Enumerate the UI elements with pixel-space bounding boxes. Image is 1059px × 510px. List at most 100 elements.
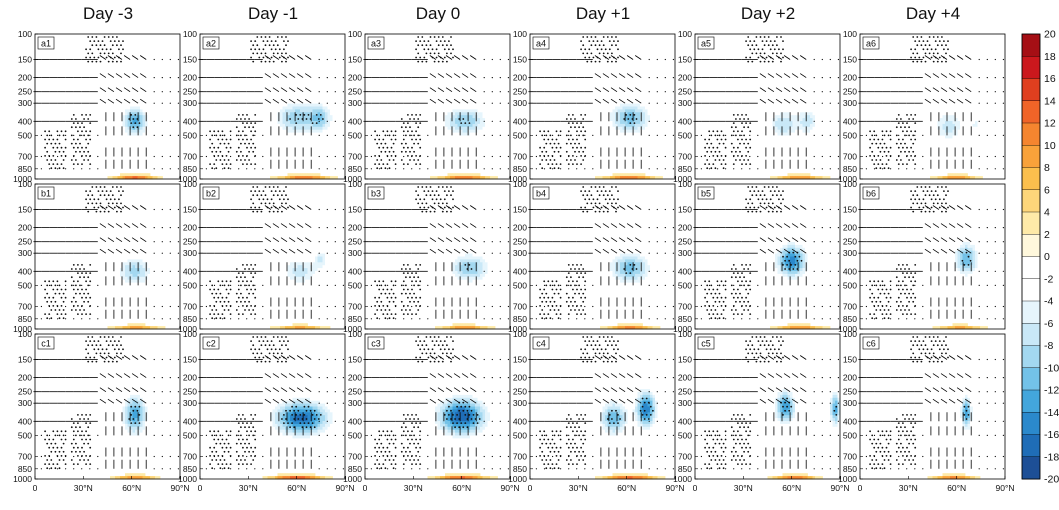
wind-dot bbox=[370, 305, 372, 308]
stipple-dot bbox=[374, 138, 376, 141]
stipple-dot bbox=[906, 146, 908, 149]
wind-arrow bbox=[453, 237, 461, 243]
field-cell bbox=[785, 109, 788, 113]
field-cell bbox=[780, 176, 783, 180]
field-cell bbox=[445, 115, 448, 119]
wind-dot bbox=[757, 134, 759, 136]
field-cell bbox=[327, 118, 331, 122]
stipple-dot bbox=[869, 146, 871, 149]
field-cell bbox=[130, 103, 133, 107]
wind-arrow bbox=[964, 98, 972, 104]
stipple-dot bbox=[572, 138, 574, 141]
field-cell bbox=[315, 173, 318, 177]
field-cell bbox=[945, 123, 948, 128]
field-cell bbox=[285, 106, 288, 110]
field-cell bbox=[130, 259, 133, 263]
stipple-dot bbox=[235, 126, 238, 129]
stipple-dot bbox=[615, 60, 617, 63]
stipple-dot bbox=[718, 159, 721, 161]
stipple-dot bbox=[574, 159, 576, 161]
stipple-dot bbox=[242, 296, 244, 299]
y-tick-label: 1000 bbox=[673, 174, 692, 184]
field-cell bbox=[782, 112, 786, 116]
field-cell bbox=[440, 126, 443, 131]
field-cell bbox=[780, 132, 783, 136]
stipple-dot bbox=[81, 130, 83, 133]
stipple-dot bbox=[413, 284, 415, 287]
field-cell bbox=[815, 121, 818, 125]
wind-dot bbox=[230, 305, 232, 308]
field-cell bbox=[630, 106, 633, 110]
stipple-dot bbox=[378, 280, 381, 283]
wind-dot bbox=[914, 134, 916, 136]
field-cell bbox=[300, 276, 303, 281]
stipple-dot bbox=[83, 159, 85, 161]
field-cell bbox=[462, 129, 466, 133]
field-cell bbox=[802, 126, 806, 131]
wind-dot bbox=[552, 168, 554, 170]
field-cell bbox=[315, 129, 318, 133]
field-cell bbox=[285, 100, 288, 104]
field-cell bbox=[465, 106, 468, 110]
stipple-dot bbox=[450, 186, 452, 188]
field-cell bbox=[485, 176, 488, 180]
stipple-dot bbox=[64, 288, 67, 291]
wind-dot bbox=[483, 270, 485, 272]
stipple-dot bbox=[248, 300, 250, 303]
field-cell bbox=[627, 256, 631, 260]
y-tick-label: 250 bbox=[348, 237, 362, 247]
wind-arrow bbox=[956, 87, 964, 93]
field-cell bbox=[625, 135, 628, 139]
stipple-dot bbox=[918, 56, 921, 59]
wind-dot bbox=[246, 284, 248, 286]
field-cell bbox=[630, 262, 633, 266]
wind-arrow bbox=[99, 248, 107, 254]
field-cell bbox=[787, 138, 791, 142]
wind-dot bbox=[153, 102, 155, 104]
stipple-dot bbox=[281, 36, 283, 38]
field-cell bbox=[290, 176, 293, 180]
stipple-dot bbox=[433, 52, 436, 55]
wind-dot bbox=[177, 241, 179, 243]
stipple-dot bbox=[58, 134, 61, 137]
field-cell bbox=[630, 126, 633, 131]
field-cell bbox=[130, 115, 133, 119]
field-cell bbox=[487, 112, 491, 116]
field-cell bbox=[940, 118, 943, 122]
stipple-dot bbox=[223, 167, 226, 170]
field-cell bbox=[312, 273, 316, 278]
field-cell bbox=[132, 259, 136, 263]
wind-dot bbox=[986, 77, 988, 79]
field-cell bbox=[297, 265, 301, 269]
stipple-dot bbox=[376, 309, 379, 311]
stipple-dot bbox=[407, 122, 409, 124]
field-cell bbox=[807, 123, 811, 128]
stipple-dot bbox=[380, 292, 383, 295]
field-cell bbox=[450, 262, 453, 266]
field-cell bbox=[120, 176, 123, 180]
wind-dot bbox=[978, 91, 980, 93]
wind-dot bbox=[491, 155, 493, 158]
field-cell bbox=[325, 121, 328, 125]
stipple-dot bbox=[904, 134, 906, 137]
stipple-dot bbox=[446, 194, 448, 197]
stipple-dot bbox=[590, 60, 593, 63]
field-cell bbox=[467, 103, 471, 107]
field-cell bbox=[312, 118, 316, 122]
stipple-dot bbox=[741, 163, 743, 166]
stipple-dot bbox=[380, 142, 383, 145]
wind-arrow bbox=[445, 73, 453, 78]
field-cell bbox=[322, 118, 326, 122]
wind-dot bbox=[427, 284, 429, 286]
field-cell bbox=[457, 132, 461, 136]
field-cell bbox=[455, 132, 458, 136]
field-cell bbox=[960, 129, 963, 133]
stipple-dot bbox=[443, 190, 446, 192]
field-cell bbox=[142, 132, 146, 136]
field-cell bbox=[470, 106, 473, 110]
field-cell bbox=[805, 109, 808, 113]
field-cell bbox=[955, 129, 958, 133]
field-cell bbox=[302, 115, 306, 119]
field-cell bbox=[482, 268, 486, 272]
field-cell bbox=[292, 103, 296, 107]
